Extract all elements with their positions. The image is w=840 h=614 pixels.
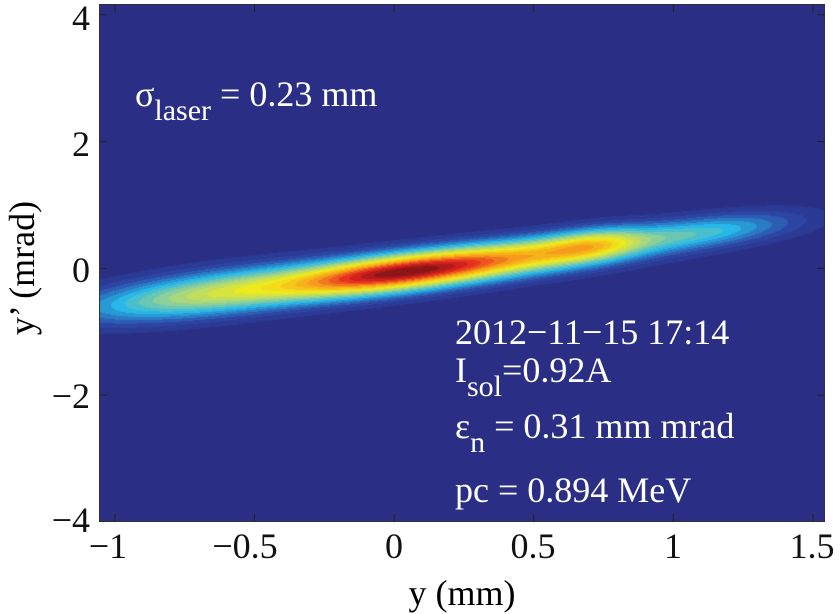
sigma-laser-annotation: σlaser = 0.23 mm — [135, 74, 378, 127]
axes-frame — [99, 4, 825, 522]
y-tick-label: −4 — [51, 500, 90, 540]
y-tick-label: 4 — [72, 0, 90, 38]
x-tick-label: 1.5 — [789, 526, 835, 566]
x-tick-label: 0.5 — [510, 526, 556, 566]
plot-area: σlaser = 0.23 mm 2012−11−15 17:14 Isol=0… — [99, 4, 825, 522]
y-axis-label: y’ (mrad) — [2, 200, 42, 336]
y-tick-label: 0 — [72, 250, 90, 290]
x-tick-label: −0.5 — [212, 526, 278, 566]
plot-border — [99, 4, 825, 522]
timestamp-annotation: 2012−11−15 17:14 — [455, 312, 730, 352]
x-axis-label: y (mm) — [408, 573, 516, 613]
momentum-annotation: pc = 0.894 MeV — [455, 470, 692, 510]
y-tick-label: −2 — [51, 376, 90, 416]
solenoid-current-annotation: Isol=0.92A — [455, 350, 612, 403]
emittance-annotation: εn = 0.31 mm mrad — [455, 406, 735, 459]
y-tick-label: 2 — [72, 124, 90, 164]
x-tick-label: 1 — [664, 526, 682, 566]
x-tick-label: −1 — [88, 526, 128, 566]
x-tick-label: 0 — [385, 526, 403, 566]
phase-space-heatmap — [99, 4, 825, 522]
